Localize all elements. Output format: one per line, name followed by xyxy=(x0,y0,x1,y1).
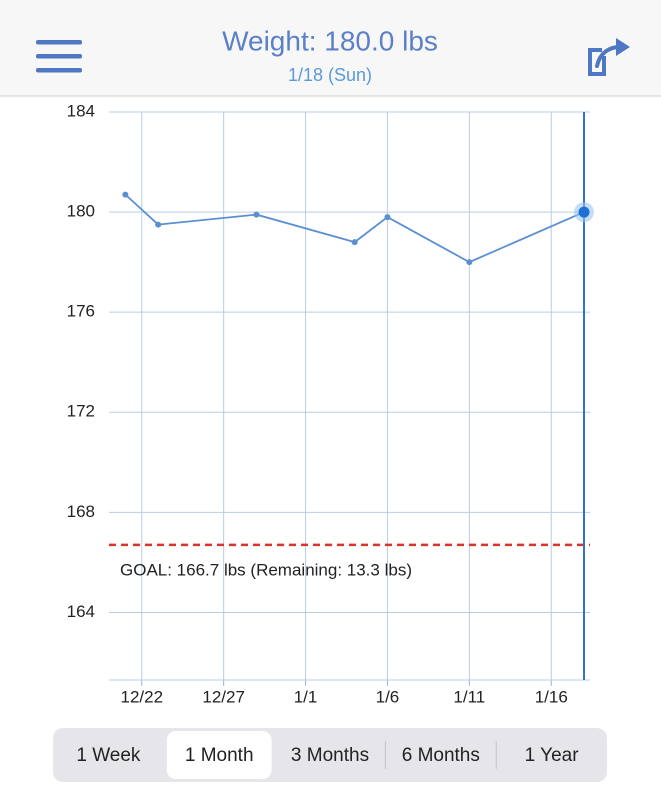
tab[interactable]: 1 Week xyxy=(76,745,141,766)
header-bar xyxy=(0,0,661,96)
x-tick-label: 1/11 xyxy=(453,687,485,706)
point[interactable] xyxy=(155,221,162,228)
y-tick-label: 184 xyxy=(67,101,95,120)
point[interactable] xyxy=(466,259,473,266)
y-tick-label: 172 xyxy=(67,402,95,421)
goal-label: GOAL: 166.7 lbs (Remaining: 13.3 lbs) xyxy=(120,560,412,579)
point[interactable] xyxy=(122,191,129,198)
point[interactable] xyxy=(351,239,358,246)
weight-line xyxy=(124,193,585,264)
y-tick-label: 180 xyxy=(67,202,95,221)
tab[interactable]: 1 Month xyxy=(185,745,254,766)
header-title: Weight: 180.0 lbs xyxy=(222,25,438,56)
x-tick-label: 1/6 xyxy=(376,687,400,706)
tab[interactable]: 3 Months xyxy=(291,745,369,766)
share-button[interactable] xyxy=(588,38,630,76)
point[interactable] xyxy=(253,211,260,218)
x-tick-label: 1/16 xyxy=(535,687,568,706)
selected-point[interactable] xyxy=(578,206,590,218)
point[interactable] xyxy=(384,214,391,221)
menu-button[interactable] xyxy=(36,40,82,73)
tab[interactable]: 6 Months xyxy=(402,745,480,766)
x-tick-label: 1/1 xyxy=(294,687,318,706)
x-tick-label: 12/22 xyxy=(120,687,163,706)
tab[interactable]: 1 Year xyxy=(525,745,580,766)
x-tick-label: 12/27 xyxy=(202,687,245,706)
tab-selected-bg xyxy=(166,731,272,779)
header-subtitle: 1/18 (Sun) xyxy=(288,65,372,85)
y-tick-label: 176 xyxy=(67,302,95,321)
y-tick-label: 164 xyxy=(67,602,95,621)
y-tick-label: 168 xyxy=(67,502,95,521)
